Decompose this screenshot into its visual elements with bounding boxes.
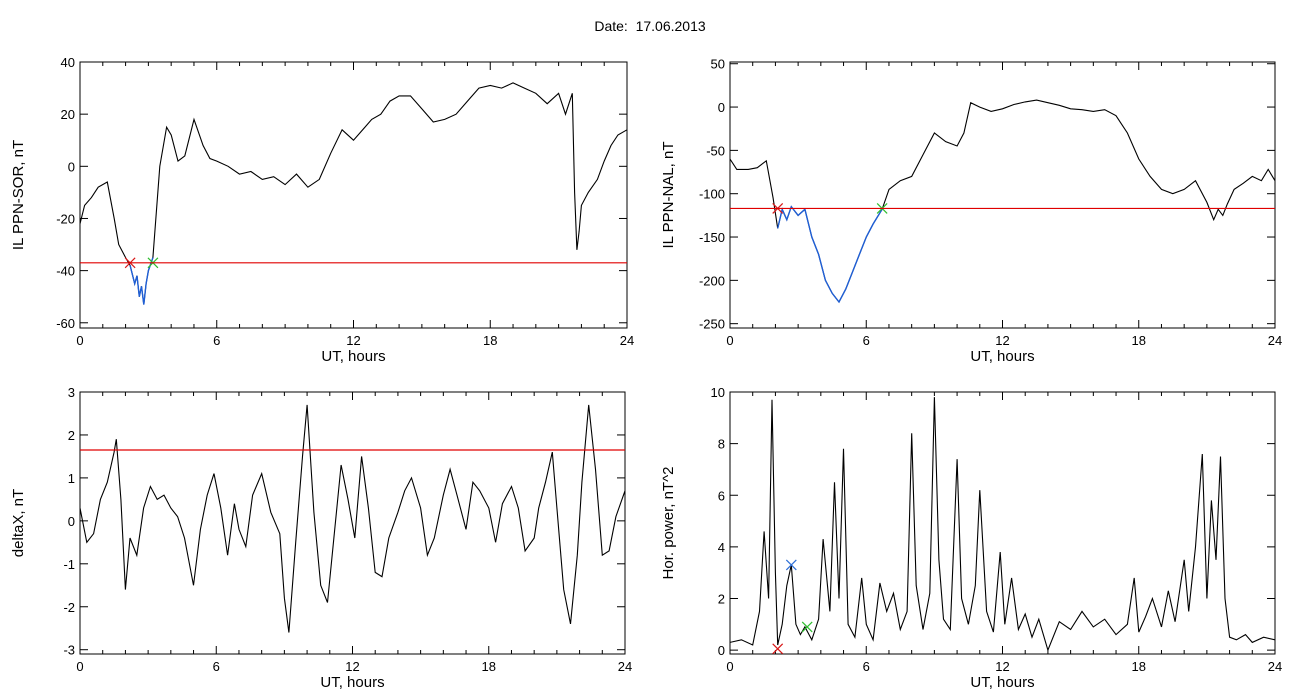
x-tick-label: 24 [1268,333,1282,348]
y-tick-label: 0 [68,514,75,529]
series-highlight [777,205,883,304]
y-tick-label: 2 [68,428,75,443]
y-tick-label: -100 [699,187,725,202]
point-marker [801,621,813,633]
x-tick-label: 0 [76,333,83,348]
y-tick-label: -3 [63,643,75,658]
plot-frame [729,391,1276,655]
x-axis-label: UT, hours [320,674,384,691]
x-axis-label: UT, hours [970,674,1034,691]
x-tick-label: 6 [213,659,220,674]
y-tick-label: -20 [56,211,75,226]
series-line [80,404,625,633]
series-line [730,397,1275,652]
x-tick-label: 12 [345,659,359,674]
y-tick-label: -150 [699,230,725,245]
x-tick-label: 24 [618,659,632,674]
point-marker [772,643,784,655]
series-line [80,82,627,305]
y-tick-label: 50 [711,57,725,72]
y-tick-label: 8 [718,437,725,452]
x-axis-label: UT, hours [970,348,1034,365]
y-tick-label: 1 [68,471,75,486]
y-tick-label: 20 [61,107,75,122]
x-tick-label: 6 [213,333,220,348]
x-tick-label: 18 [1132,333,1146,348]
y-tick-label: -250 [699,317,725,332]
y-tick-label: 3 [68,385,75,400]
y-tick-label: -200 [699,273,725,288]
y-tick-label: 4 [718,540,725,555]
y-tick-label: -50 [706,143,725,158]
y-tick-label: -2 [63,600,75,615]
x-tick-label: 18 [482,659,496,674]
y-tick-label: 0 [718,643,725,658]
point-marker [785,559,797,571]
x-tick-label: 0 [726,659,733,674]
x-tick-label: 12 [346,333,360,348]
date-label: Date: [594,18,628,34]
chart-panel-nal: 0 6 12 18 24 -250 -200 -150 -100 -50 0 50 UT, hours I… [660,57,1282,365]
series-line [730,99,1275,304]
y-axis-label: IL PPN-SOR, nT [10,140,27,250]
y-axis-label: Hor. power, nT^2 [660,467,677,580]
x-tick-label: 24 [1268,659,1282,674]
x-tick-label: 12 [995,659,1009,674]
y-axis-label: deltaX, nT [10,489,27,557]
y-tick-label: 6 [718,488,725,503]
plot-frame [729,61,1276,329]
x-tick-label: 12 [995,333,1009,348]
x-tick-label: 6 [863,659,870,674]
y-tick-label: 10 [711,385,725,400]
y-axis-label: IL PPN-NAL, nT [660,142,677,249]
x-tick-label: 6 [863,333,870,348]
date-value: 17.06.2013 [635,18,706,34]
x-axis-label: UT, hours [321,348,385,365]
chart-panel-sor: 0 6 12 18 24 -60 -40 -20 0 20 40 UT, hours IL PPN-SO… [10,55,634,365]
y-tick-label: 2 [718,592,725,607]
y-tick-label: -1 [63,557,75,572]
x-tick-label: 24 [620,333,634,348]
page-title: Date: 17.06.2013 [0,18,1300,34]
x-tick-label: 0 [76,659,83,674]
series-highlight [129,257,154,305]
y-tick-label: -60 [56,316,75,331]
x-tick-label: 18 [483,333,497,348]
y-tick-label: -40 [56,264,75,279]
y-tick-label: 40 [61,55,75,70]
x-tick-label: 18 [1132,659,1146,674]
x-tick-label: 0 [726,333,733,348]
y-tick-label: 0 [718,100,725,115]
y-tick-label: 0 [68,159,75,174]
